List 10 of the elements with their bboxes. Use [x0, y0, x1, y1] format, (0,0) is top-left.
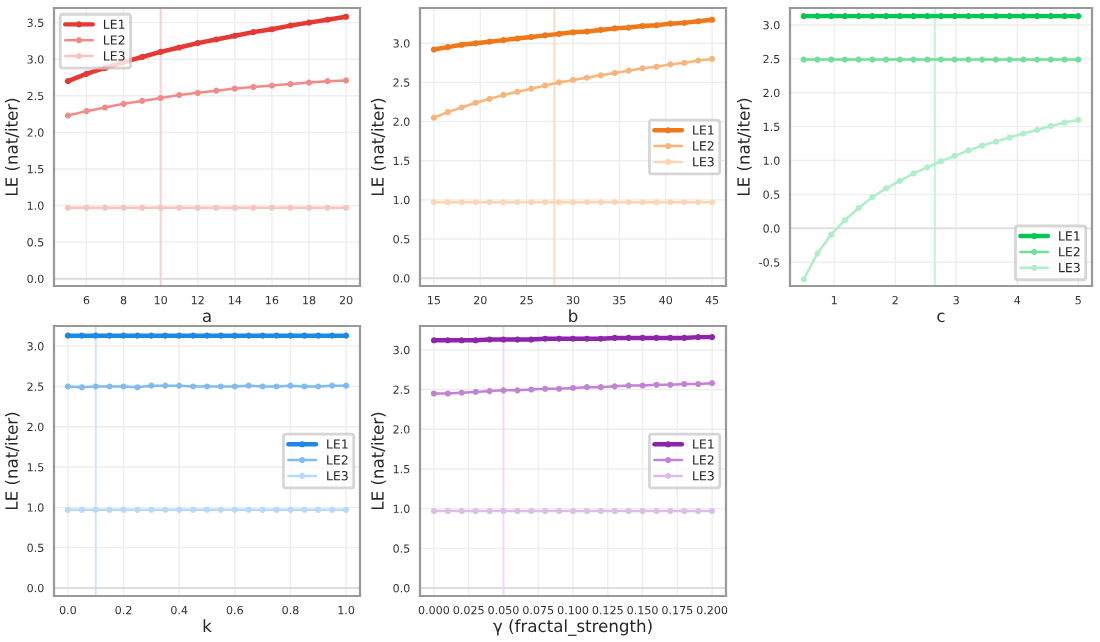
x-axis-title: a — [202, 312, 211, 323]
y-axis-title: LE (nat/iter) — [370, 412, 386, 510]
y-axis-title: LE (nat/iter) — [370, 98, 386, 196]
x-axis-title: c — [937, 312, 945, 323]
y-axis-title: LE (nat/iter) — [4, 98, 20, 196]
y-axis-title: LE (nat/iter) — [4, 412, 20, 510]
x-axis-title: b — [569, 309, 578, 323]
y-axis-title: LE (nat/iter) — [736, 98, 752, 196]
x-axis-title: k — [203, 619, 212, 632]
x-axis-title: γ (fractal_strength) — [493, 619, 652, 636]
